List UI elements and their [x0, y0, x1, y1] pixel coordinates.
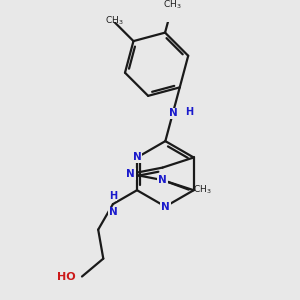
Text: N: N: [169, 108, 178, 118]
Text: N: N: [133, 152, 141, 163]
Text: H: H: [109, 191, 117, 201]
Text: N: N: [126, 169, 135, 179]
Text: HO: HO: [57, 272, 76, 281]
Text: N: N: [109, 207, 117, 217]
Text: CH$_3$: CH$_3$: [163, 0, 181, 11]
Text: CH$_3$: CH$_3$: [105, 14, 124, 27]
Text: H: H: [185, 107, 193, 117]
Text: N: N: [158, 175, 167, 185]
Text: CH$_3$: CH$_3$: [193, 183, 212, 196]
Text: N: N: [161, 202, 170, 212]
